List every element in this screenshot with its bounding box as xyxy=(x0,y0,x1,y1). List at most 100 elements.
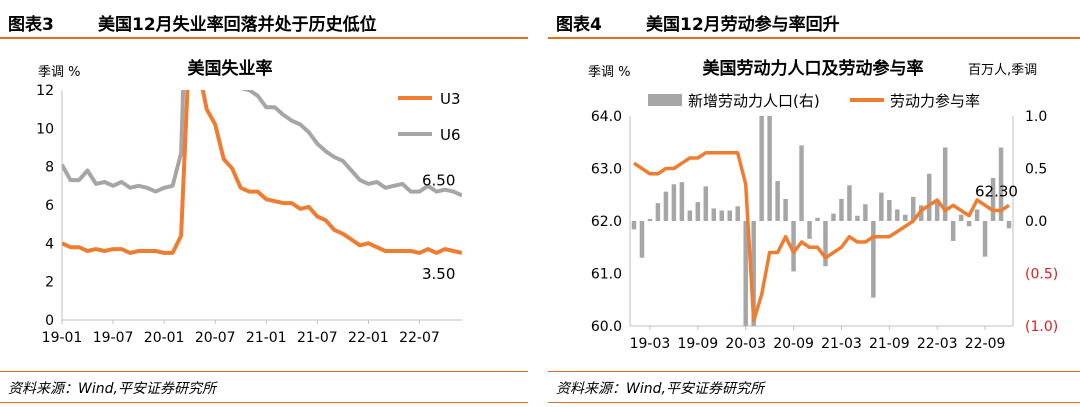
bar-new-labor-force xyxy=(807,221,812,239)
x-tick-label: 20-09 xyxy=(773,336,814,352)
figure-header: 图表4 美国12月劳动参与率回升 xyxy=(548,4,1080,39)
y-tick-label: 64.0 xyxy=(591,109,622,125)
participation-chart: 美国劳动力人口及劳动参与率 季调 % 百万人,季调 60.0 61.0 62.0 63.0 6… xyxy=(588,58,1058,352)
bar-new-labor-force xyxy=(879,192,884,221)
bar-new-labor-force xyxy=(639,221,645,258)
bar-new-labor-force xyxy=(743,221,748,326)
y2-tick-label: 0.5 xyxy=(1025,162,1047,178)
y2-tick-label: (0.5) xyxy=(1025,267,1058,283)
bar-new-labor-force xyxy=(1006,221,1012,229)
y-tick-label: 10 xyxy=(36,121,54,137)
bar-new-labor-force xyxy=(775,181,780,221)
bar-new-labor-force xyxy=(735,206,740,221)
bar-new-labor-force xyxy=(783,198,788,221)
chart-title: 美国劳动力人口及劳动参与率 xyxy=(703,58,924,79)
source-note: 资料来源：Wind,平安证券研究所 xyxy=(8,381,216,397)
end-value-label: 3.50 xyxy=(422,265,455,283)
bar-new-labor-force xyxy=(791,221,796,272)
bar-new-labor-force xyxy=(631,221,637,230)
y2-tick-label: 1.0 xyxy=(1025,109,1047,125)
panel-participation: 图表4 美国12月劳动参与率回升 美国劳动力人口及劳动参与率 季调 % 百万人,季调… xyxy=(548,0,1080,407)
y2-tick-label: 0.0 xyxy=(1025,214,1047,230)
legend-swatch xyxy=(648,94,682,106)
y-tick-label: 62.0 xyxy=(591,214,622,230)
y-tick-label: 61.0 xyxy=(591,267,622,283)
figure-heading: 美国12月劳动参与率回升 xyxy=(646,15,840,35)
bar-new-labor-force xyxy=(863,204,868,221)
x-tick-label: 20-07 xyxy=(195,330,236,346)
bar-new-labor-force xyxy=(903,214,908,221)
x-tick-label: 19-03 xyxy=(630,336,671,352)
bar-new-labor-force xyxy=(647,218,653,221)
bar-new-labor-force xyxy=(719,210,725,221)
y-axis-label: 季调 % xyxy=(38,65,81,80)
bar-new-labor-force xyxy=(687,210,693,221)
bar-new-labor-force xyxy=(990,177,996,221)
figure-label: 图表3 xyxy=(8,15,54,35)
legend-label: 劳动力参与率 xyxy=(890,92,980,110)
y2-axis-label: 百万人,季调 xyxy=(968,63,1037,78)
source-bar: 资料来源：Wind,平安证券研究所 xyxy=(0,371,528,403)
bar-new-labor-force xyxy=(966,221,972,227)
bar-new-labor-force xyxy=(934,201,940,221)
y-tick-label: 4 xyxy=(45,236,54,252)
x-tick-label: 19-09 xyxy=(677,336,718,352)
series-line-u6 xyxy=(62,90,462,198)
bar-new-labor-force xyxy=(767,116,772,221)
bar-new-labor-force xyxy=(942,147,948,221)
series-line-u3 xyxy=(62,90,462,255)
y-tick-label: 60.0 xyxy=(591,319,622,335)
x-tick-label: 20-03 xyxy=(725,336,766,352)
x-tick-label: 19-07 xyxy=(93,330,134,346)
bar-new-labor-force xyxy=(759,116,764,221)
bar-new-labor-force xyxy=(958,214,964,221)
end-value-label: 62.30 xyxy=(975,182,1018,200)
bar-new-labor-force xyxy=(727,210,732,221)
bar-new-labor-force xyxy=(926,173,932,221)
y-tick-label: 8 xyxy=(45,160,54,176)
bar-new-labor-force xyxy=(847,185,852,221)
bar-new-labor-force xyxy=(998,147,1004,221)
bar-new-labor-force xyxy=(839,198,844,221)
bar-new-labor-force xyxy=(831,213,836,221)
series-line-participation xyxy=(633,151,1010,323)
y-tick-label: 12 xyxy=(36,83,54,99)
legend-label: U6 xyxy=(440,126,461,144)
end-value-label: 6.50 xyxy=(422,171,455,189)
x-tick-label: 21-01 xyxy=(246,330,287,346)
figure-label: 图表4 xyxy=(556,15,602,35)
y-tick-label: 6 xyxy=(45,198,54,214)
chart-title: 美国失业率 xyxy=(188,58,273,79)
bar-new-labor-force xyxy=(982,221,988,257)
bar-new-labor-force xyxy=(823,221,828,267)
bar-new-labor-force xyxy=(663,191,669,221)
x-tick-label: 22-01 xyxy=(348,330,389,346)
y-tick-label: 0 xyxy=(45,313,54,329)
y-tick-label: 2 xyxy=(45,275,54,291)
bar-new-labor-force xyxy=(711,208,717,221)
bar-new-labor-force xyxy=(751,221,756,326)
bar-new-labor-force xyxy=(871,221,876,298)
legend-label: U3 xyxy=(440,90,461,108)
bar-new-labor-force xyxy=(911,196,916,221)
x-tick-label: 21-09 xyxy=(869,336,910,352)
y-axis-label: 季调 % xyxy=(588,65,631,80)
bar-new-labor-force xyxy=(671,184,677,221)
x-tick-label: 22-09 xyxy=(965,336,1006,352)
x-tick-label: 21-03 xyxy=(821,336,862,352)
bar-new-labor-force xyxy=(974,209,980,221)
bar-new-labor-force xyxy=(679,182,685,221)
bar-new-labor-force xyxy=(887,200,892,221)
bar-new-labor-force xyxy=(950,221,956,241)
unemployment-chart: 美国失业率 季调 % 0 2 4 6 8 10 12 19-01 19-07 20-01 20-07 21… xyxy=(36,58,462,346)
figure-heading: 美国12月失业率回落并处于历史低位 xyxy=(98,15,377,35)
panel-unemployment: 图表3 美国12月失业率回落并处于历史低位 美国失业率 季调 % 0 2 4 6 8 10 12… xyxy=(0,0,528,407)
bar-new-labor-force xyxy=(695,202,701,221)
x-tick-label: 22-07 xyxy=(399,330,440,346)
bar-new-labor-force xyxy=(855,215,860,221)
source-bar: 资料来源：Wind,平安证券研究所 xyxy=(548,371,1080,403)
legend-label: 新增劳动力人口(右) xyxy=(688,92,820,110)
x-tick-label: 20-01 xyxy=(144,330,185,346)
y2-tick-label: (1.0) xyxy=(1025,319,1058,335)
x-tick-label: 22-03 xyxy=(917,336,958,352)
